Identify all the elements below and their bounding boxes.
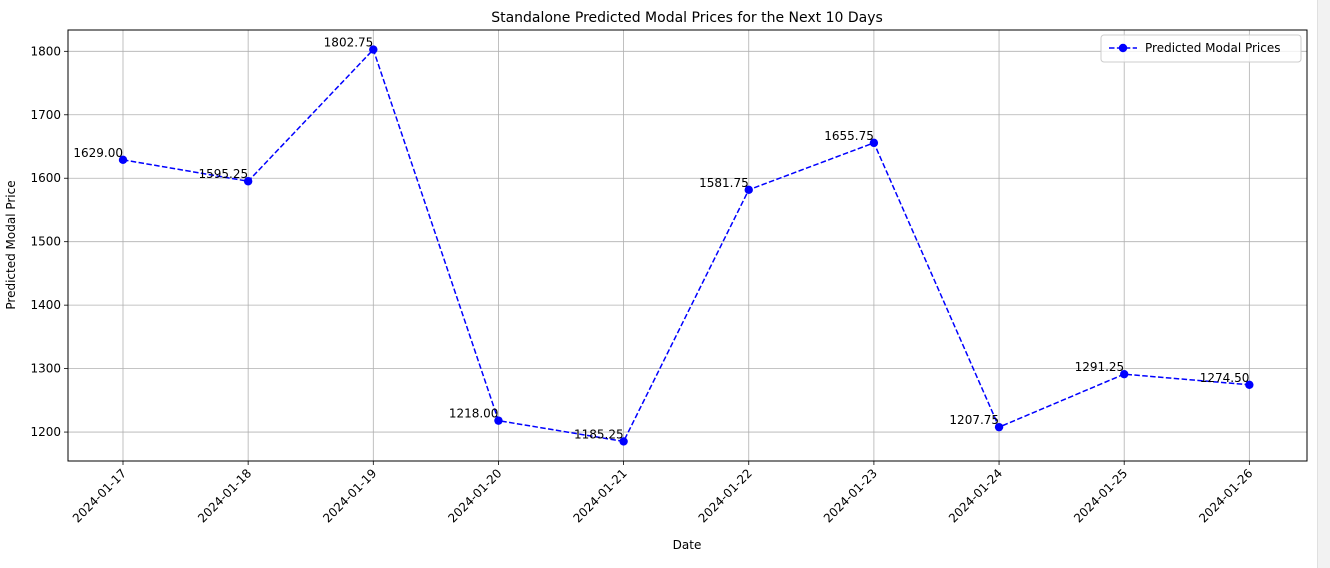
x-tick-label: 2024-01-22 xyxy=(696,466,755,525)
x-axis: 2024-01-17 2024-01-18 2024-01-19 2024-01-20… xyxy=(70,461,1255,525)
data-point xyxy=(1120,369,1129,379)
grid xyxy=(68,30,1307,461)
x-tick-label: 2024-01-17 xyxy=(70,466,129,525)
data-label: 1274.50 xyxy=(1200,371,1250,385)
x-axis-label: Date xyxy=(673,538,702,552)
y-tick-label: 1800 xyxy=(30,44,61,58)
x-tick-label: 2024-01-25 xyxy=(1071,466,1130,525)
data-label: 1629.00 xyxy=(73,146,123,160)
x-tick-label: 2024-01-20 xyxy=(445,466,504,525)
legend-marker-swatch xyxy=(1118,43,1128,53)
axes-frame xyxy=(67,29,1308,462)
data-point xyxy=(494,416,503,425)
y-axis: 1200 1300 1400 1500 1600 1700 1800 xyxy=(30,44,68,439)
chart-title: Standalone Predicted Modal Prices for th… xyxy=(491,10,883,26)
data-label: 1291.25 xyxy=(1075,360,1125,374)
series-line xyxy=(122,48,1250,443)
data-label: 1218.00 xyxy=(449,407,499,421)
data-label: 1581.75 xyxy=(699,176,749,190)
data-label: 1207.75 xyxy=(949,413,999,427)
x-tick-label: 2024-01-24 xyxy=(946,466,1005,525)
data-label: 1595.25 xyxy=(199,167,249,181)
data-label: 1185.25 xyxy=(574,427,624,441)
x-tick-label: 2024-01-18 xyxy=(195,466,254,525)
x-tick-label: 2024-01-23 xyxy=(821,466,880,525)
data-point xyxy=(369,45,378,54)
data-point xyxy=(994,422,1004,432)
data-point xyxy=(744,185,753,195)
data-point xyxy=(619,437,628,446)
y-tick-label: 1300 xyxy=(30,362,61,376)
y-axis-label: Predicted Modal Price xyxy=(4,180,18,309)
data-point xyxy=(869,138,879,148)
data-point xyxy=(118,155,128,165)
x-tick-label: 2024-01-19 xyxy=(320,466,379,525)
x-tick-label: 2024-01-26 xyxy=(1196,466,1255,525)
window-edge xyxy=(1317,0,1330,568)
data-point xyxy=(243,177,253,186)
y-tick-label: 1700 xyxy=(30,108,61,122)
legend-box xyxy=(1100,34,1302,63)
y-tick-label: 1600 xyxy=(30,171,61,185)
y-tick-label: 1200 xyxy=(30,425,61,439)
data-label: 1655.75 xyxy=(824,129,874,143)
data-point xyxy=(1245,380,1254,389)
legend: Predicted Modal Prices xyxy=(1100,34,1302,63)
data-labels: 1629.00 1595.25 1802.75 1218.00 1185.25 1581.… xyxy=(73,36,1249,442)
data-label: 1802.75 xyxy=(324,36,374,50)
x-tick-label: 2024-01-21 xyxy=(571,466,630,525)
series xyxy=(118,45,1254,446)
y-tick-label: 1400 xyxy=(30,298,61,312)
legend-label: Predicted Modal Prices xyxy=(1145,41,1281,55)
y-tick-label: 1500 xyxy=(30,235,61,249)
